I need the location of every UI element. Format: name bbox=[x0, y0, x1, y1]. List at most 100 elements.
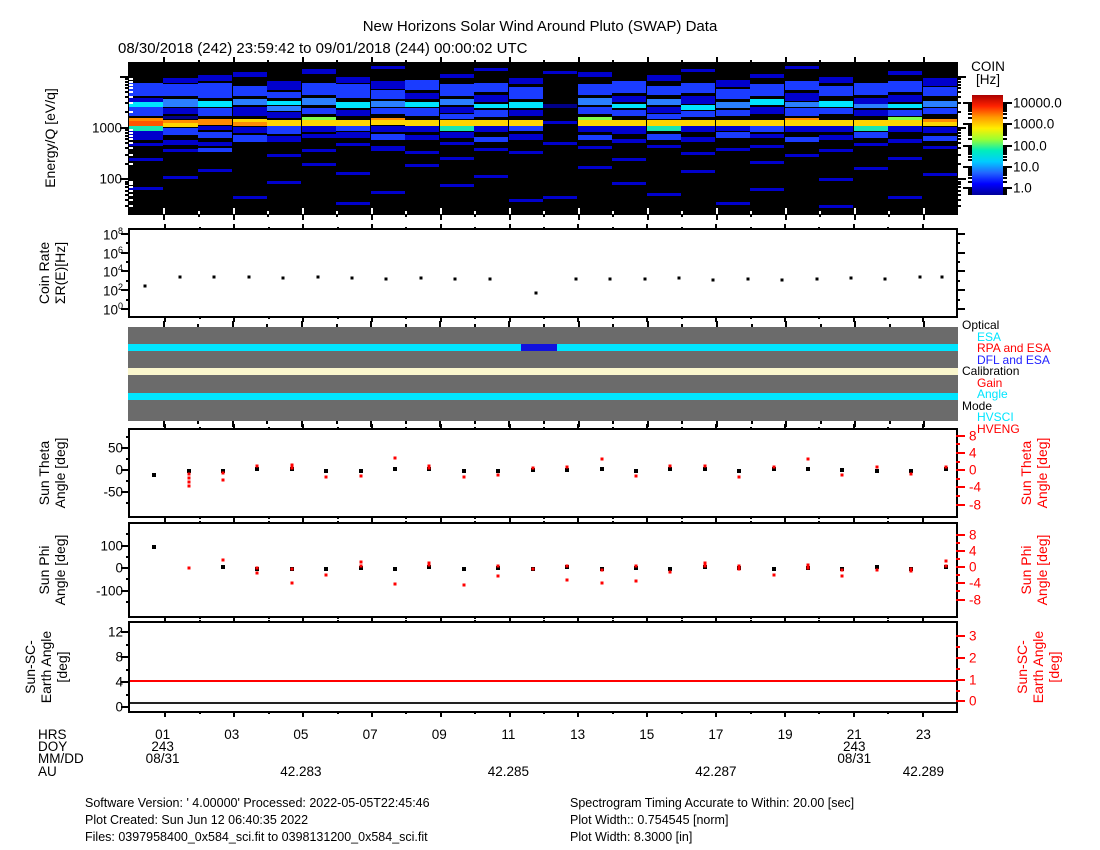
x-tick-inner bbox=[439, 208, 442, 214]
y-tick bbox=[968, 124, 972, 127]
x-tick-top bbox=[336, 521, 339, 524]
y-tick bbox=[1003, 172, 1007, 175]
x-tick-bottom bbox=[921, 316, 924, 322]
spectrogram-stripe bbox=[266, 119, 302, 126]
spectrogram-stripe bbox=[474, 109, 509, 118]
y-tick-label: 100 bbox=[99, 171, 122, 187]
data-point bbox=[668, 467, 673, 472]
data-point bbox=[496, 473, 500, 477]
data-point bbox=[221, 558, 225, 562]
y-tick bbox=[126, 261, 130, 264]
x-tick-top bbox=[921, 518, 924, 524]
y-tick bbox=[957, 153, 961, 156]
y-tick bbox=[1003, 129, 1007, 132]
x-tick-top bbox=[302, 424, 305, 430]
spectrogram-stripe bbox=[680, 96, 716, 104]
x-tick-bottom bbox=[577, 316, 580, 322]
spectrogram-stripe bbox=[853, 109, 888, 116]
spectrogram-stripe bbox=[163, 84, 198, 97]
x-tick-bottom bbox=[715, 711, 718, 717]
footer-software-version: Software Version: ' 4.00000' Processed: … bbox=[85, 796, 430, 810]
y-tick bbox=[126, 279, 130, 282]
y-tick bbox=[1003, 110, 1007, 113]
y-tick-label: 4 bbox=[969, 543, 977, 559]
spectrogram-stripe bbox=[750, 73, 785, 79]
x-tick-bottom bbox=[680, 316, 683, 319]
colorbar-title: COIN [Hz] bbox=[958, 60, 1018, 87]
y-tick bbox=[968, 131, 972, 134]
au-value: 42.287 bbox=[695, 764, 737, 779]
x-tick-inner bbox=[819, 211, 821, 214]
footer-plot-width-norm: Plot Width:: 0.754545 [norm] bbox=[570, 813, 729, 827]
x-tick-bottom bbox=[646, 214, 649, 220]
y-tick-inner bbox=[129, 147, 133, 150]
spectrogram-stripe bbox=[439, 84, 474, 97]
spectrogram-stripe bbox=[646, 133, 681, 140]
y-tick bbox=[968, 150, 972, 153]
data-point bbox=[290, 463, 294, 467]
spectrogram-stripe bbox=[404, 164, 440, 168]
x-tick-top bbox=[163, 57, 166, 63]
spectrogram-stripe bbox=[888, 70, 923, 76]
spectrogram-stripe bbox=[197, 132, 233, 139]
coin-axis-label-line1: Coin Rate bbox=[36, 241, 52, 305]
y-tick bbox=[125, 205, 129, 208]
legend-item-angle: Angle bbox=[977, 387, 1008, 401]
data-point bbox=[634, 474, 638, 478]
y-tick bbox=[968, 159, 972, 162]
spectrogram-stripe bbox=[750, 106, 785, 115]
data-point bbox=[393, 582, 397, 586]
doy-value: 243 bbox=[842, 739, 866, 754]
x-tick-top bbox=[611, 521, 614, 524]
y-tick bbox=[956, 541, 960, 544]
status-stripe-calibration bbox=[128, 367, 958, 375]
spectrogram-stripe bbox=[750, 99, 785, 106]
x-tick-top bbox=[577, 518, 580, 524]
spectrogram-stripe bbox=[370, 146, 405, 151]
data-point bbox=[840, 467, 845, 472]
x-tick-top bbox=[887, 227, 890, 230]
data-point bbox=[815, 277, 819, 281]
y-tick-label: 106 bbox=[102, 244, 123, 261]
x-tick-top bbox=[646, 321, 649, 327]
y-tick-label: 8 bbox=[969, 428, 977, 444]
data-point bbox=[419, 276, 423, 280]
y-tick bbox=[956, 270, 965, 273]
y-tick bbox=[963, 102, 972, 104]
data-point bbox=[909, 468, 914, 473]
y-tick-inner bbox=[129, 180, 133, 183]
x-tick-inner bbox=[301, 208, 304, 214]
x-tick-top bbox=[715, 424, 718, 430]
x-tick-top bbox=[336, 620, 339, 623]
spectrogram-stripe bbox=[474, 82, 509, 92]
spectrogram-stripe bbox=[577, 165, 612, 169]
spectrogram-stripe bbox=[301, 108, 336, 115]
spectrogram-stripe bbox=[336, 132, 371, 139]
x-tick-inner bbox=[474, 211, 476, 214]
y-tick-label: -4 bbox=[969, 575, 982, 591]
x-tick-bottom bbox=[543, 711, 545, 714]
x-tick-top bbox=[750, 324, 753, 327]
legend-group-calibration: Calibration bbox=[962, 364, 1020, 378]
legend-item-hveng: HVENG bbox=[977, 421, 1020, 436]
x-tick-bottom bbox=[783, 316, 786, 322]
spectrogram-stripe bbox=[888, 117, 923, 120]
data-point bbox=[255, 571, 259, 575]
y-tick-label: 100.0 bbox=[1013, 138, 1047, 153]
spectrogram-stripe bbox=[922, 121, 957, 127]
x-tick-top bbox=[198, 427, 201, 430]
spectrogram-stripe bbox=[474, 136, 509, 142]
y-tick-inner bbox=[129, 91, 133, 94]
spectrogram-stripe bbox=[853, 126, 888, 131]
y-tick bbox=[968, 147, 972, 150]
x-tick-bottom bbox=[336, 316, 339, 319]
x-tick-bottom bbox=[921, 711, 924, 717]
x-tick-bottom bbox=[749, 616, 752, 619]
x-tick-top bbox=[715, 617, 718, 623]
x-tick-top bbox=[887, 620, 890, 623]
data-point bbox=[668, 570, 672, 574]
spectrogram-stripe bbox=[819, 135, 854, 140]
hrs-value: 13 bbox=[570, 727, 586, 742]
footer-files: Files: 0397958400_0x584_sci.fit to 03981… bbox=[85, 830, 428, 844]
y-tick-label: 3 bbox=[969, 628, 977, 644]
